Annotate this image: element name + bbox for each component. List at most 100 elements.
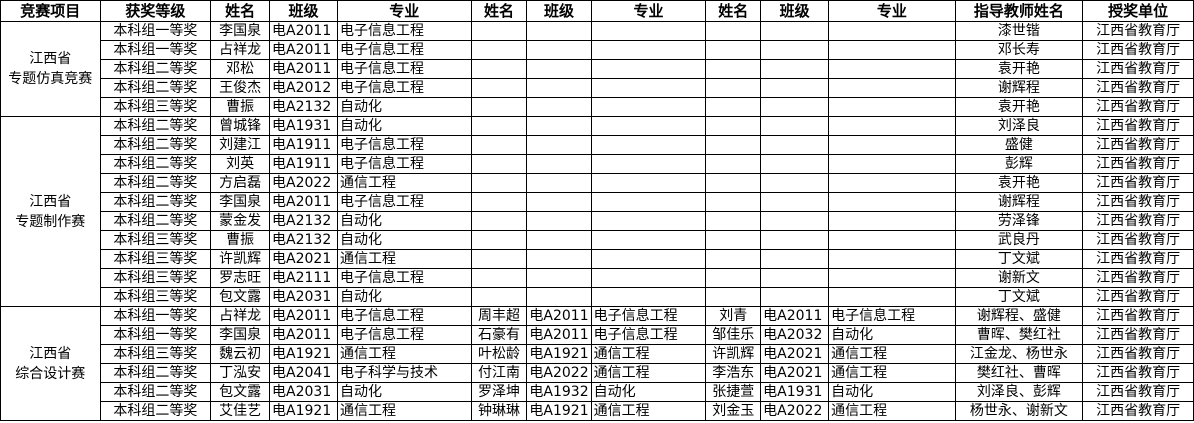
table-cell[interactable] xyxy=(705,287,762,307)
table-cell[interactable]: 江西省教育厅 xyxy=(1082,154,1194,174)
table-cell[interactable]: 通信工程 xyxy=(590,344,707,364)
table-cell[interactable]: 江西省教育厅 xyxy=(1082,249,1194,269)
table-cell[interactable]: 本科组二等奖 xyxy=(99,211,212,231)
table-cell[interactable] xyxy=(470,230,528,250)
table-cell[interactable]: 罗志旺 xyxy=(210,268,271,288)
table-cell[interactable]: 自动化 xyxy=(336,287,472,307)
table-cell[interactable]: 自动化 xyxy=(590,382,707,402)
table-cell[interactable]: 自动化 xyxy=(336,382,472,402)
table-cell[interactable]: 张捷萱 xyxy=(705,382,762,402)
table-cell[interactable] xyxy=(760,21,830,41)
table-cell[interactable]: 电子信息工程 xyxy=(336,21,472,41)
table-cell[interactable] xyxy=(590,116,707,136)
table-cell[interactable]: 江西省教育厅 xyxy=(1082,192,1194,212)
table-cell[interactable] xyxy=(590,97,707,117)
table-cell[interactable] xyxy=(760,154,830,174)
table-cell[interactable]: 电A1921 xyxy=(526,401,592,421)
column-header[interactable]: 专业 xyxy=(828,0,956,22)
table-cell[interactable]: 本科组二等奖 xyxy=(99,192,212,212)
column-header[interactable]: 姓名 xyxy=(470,0,528,22)
table-cell[interactable]: 电子信息工程 xyxy=(336,59,472,79)
table-cell[interactable]: 电子信息工程 xyxy=(336,40,472,60)
table-cell[interactable]: 本科组二等奖 xyxy=(99,173,212,193)
table-cell[interactable]: 电A1931 xyxy=(269,116,338,136)
table-cell[interactable] xyxy=(526,154,592,174)
table-cell[interactable]: 袁开艳 xyxy=(954,59,1084,79)
column-header[interactable]: 专业 xyxy=(590,0,707,22)
table-cell[interactable]: 江西省教育厅 xyxy=(1082,173,1194,193)
table-cell[interactable]: 本科组二等奖 xyxy=(99,135,212,155)
table-cell[interactable]: 电子信息工程 xyxy=(828,306,956,326)
table-cell[interactable] xyxy=(760,97,830,117)
table-cell[interactable]: 江西省教育厅 xyxy=(1082,21,1194,41)
table-cell[interactable]: 江西省教育厅 xyxy=(1082,344,1194,364)
table-cell[interactable]: 本科组二等奖 xyxy=(99,59,212,79)
table-cell[interactable]: 江西省教育厅 xyxy=(1082,59,1194,79)
table-cell[interactable] xyxy=(828,249,956,269)
table-cell[interactable] xyxy=(705,40,762,60)
table-cell[interactable] xyxy=(705,192,762,212)
table-cell[interactable]: 武良丹 xyxy=(954,230,1084,250)
table-cell[interactable]: 江西省教育厅 xyxy=(1082,268,1194,288)
table-cell[interactable]: 付江南 xyxy=(470,363,528,383)
table-cell[interactable] xyxy=(470,135,528,155)
table-cell[interactable]: 方启磊 xyxy=(210,173,271,193)
table-cell[interactable]: 本科组三等奖 xyxy=(99,344,212,364)
table-cell[interactable] xyxy=(705,97,762,117)
table-cell[interactable] xyxy=(828,192,956,212)
table-cell[interactable]: 电A2011 xyxy=(760,306,830,326)
table-cell[interactable]: 杨世永、谢新文 xyxy=(954,401,1084,421)
table-cell[interactable]: 盛健 xyxy=(954,135,1084,155)
table-cell[interactable]: 江西省教育厅 xyxy=(1082,211,1194,231)
table-cell[interactable] xyxy=(470,211,528,231)
table-cell[interactable]: 彭辉 xyxy=(954,154,1084,174)
table-cell[interactable] xyxy=(760,211,830,231)
table-cell[interactable] xyxy=(470,59,528,79)
table-cell[interactable]: 电A2021 xyxy=(269,249,338,269)
table-cell[interactable]: 本科组一等奖 xyxy=(99,40,212,60)
table-cell[interactable] xyxy=(526,211,592,231)
table-cell[interactable]: 谢辉程 xyxy=(954,192,1084,212)
table-cell[interactable]: 曹振 xyxy=(210,230,271,250)
table-cell[interactable] xyxy=(760,59,830,79)
table-cell[interactable]: 江西省教育厅 xyxy=(1082,325,1194,345)
table-cell[interactable] xyxy=(470,78,528,98)
table-cell[interactable] xyxy=(470,97,528,117)
table-cell[interactable]: 通信工程 xyxy=(336,401,472,421)
table-cell[interactable] xyxy=(828,40,956,60)
table-cell[interactable] xyxy=(590,287,707,307)
table-cell[interactable]: 本科组一等奖 xyxy=(99,306,212,326)
table-cell[interactable]: 自动化 xyxy=(336,211,472,231)
table-cell[interactable]: 占祥龙 xyxy=(210,40,271,60)
table-cell[interactable] xyxy=(526,173,592,193)
table-cell[interactable] xyxy=(526,135,592,155)
table-cell[interactable] xyxy=(705,268,762,288)
table-cell[interactable] xyxy=(590,78,707,98)
table-cell[interactable]: 许凯辉 xyxy=(705,344,762,364)
table-cell[interactable] xyxy=(470,21,528,41)
table-cell[interactable] xyxy=(526,21,592,41)
table-cell[interactable] xyxy=(760,173,830,193)
table-cell[interactable]: 自动化 xyxy=(828,382,956,402)
table-cell[interactable]: 本科组三等奖 xyxy=(99,97,212,117)
table-cell[interactable]: 江西省教育厅 xyxy=(1082,287,1194,307)
table-cell[interactable] xyxy=(526,97,592,117)
table-cell[interactable]: 叶松龄 xyxy=(470,344,528,364)
table-cell[interactable]: 本科组二等奖 xyxy=(99,363,212,383)
table-cell[interactable]: 本科组一等奖 xyxy=(99,325,212,345)
table-cell[interactable]: 电A2011 xyxy=(526,325,592,345)
table-cell[interactable]: 江西省教育厅 xyxy=(1082,116,1194,136)
table-cell[interactable]: 江西省教育厅 xyxy=(1082,363,1194,383)
column-header[interactable]: 姓名 xyxy=(705,0,762,22)
table-cell[interactable] xyxy=(705,211,762,231)
table-cell[interactable] xyxy=(760,287,830,307)
table-cell[interactable]: 江西省教育厅 xyxy=(1082,97,1194,117)
table-cell[interactable]: 电A2011 xyxy=(269,59,338,79)
table-cell[interactable]: 李国泉 xyxy=(210,325,271,345)
table-cell[interactable]: 通信工程 xyxy=(336,173,472,193)
table-cell[interactable]: 电A2111 xyxy=(269,268,338,288)
table-cell[interactable] xyxy=(590,40,707,60)
column-header[interactable]: 专业 xyxy=(336,0,472,22)
table-cell[interactable] xyxy=(828,116,956,136)
column-header[interactable]: 指导教师姓名 xyxy=(954,0,1084,22)
